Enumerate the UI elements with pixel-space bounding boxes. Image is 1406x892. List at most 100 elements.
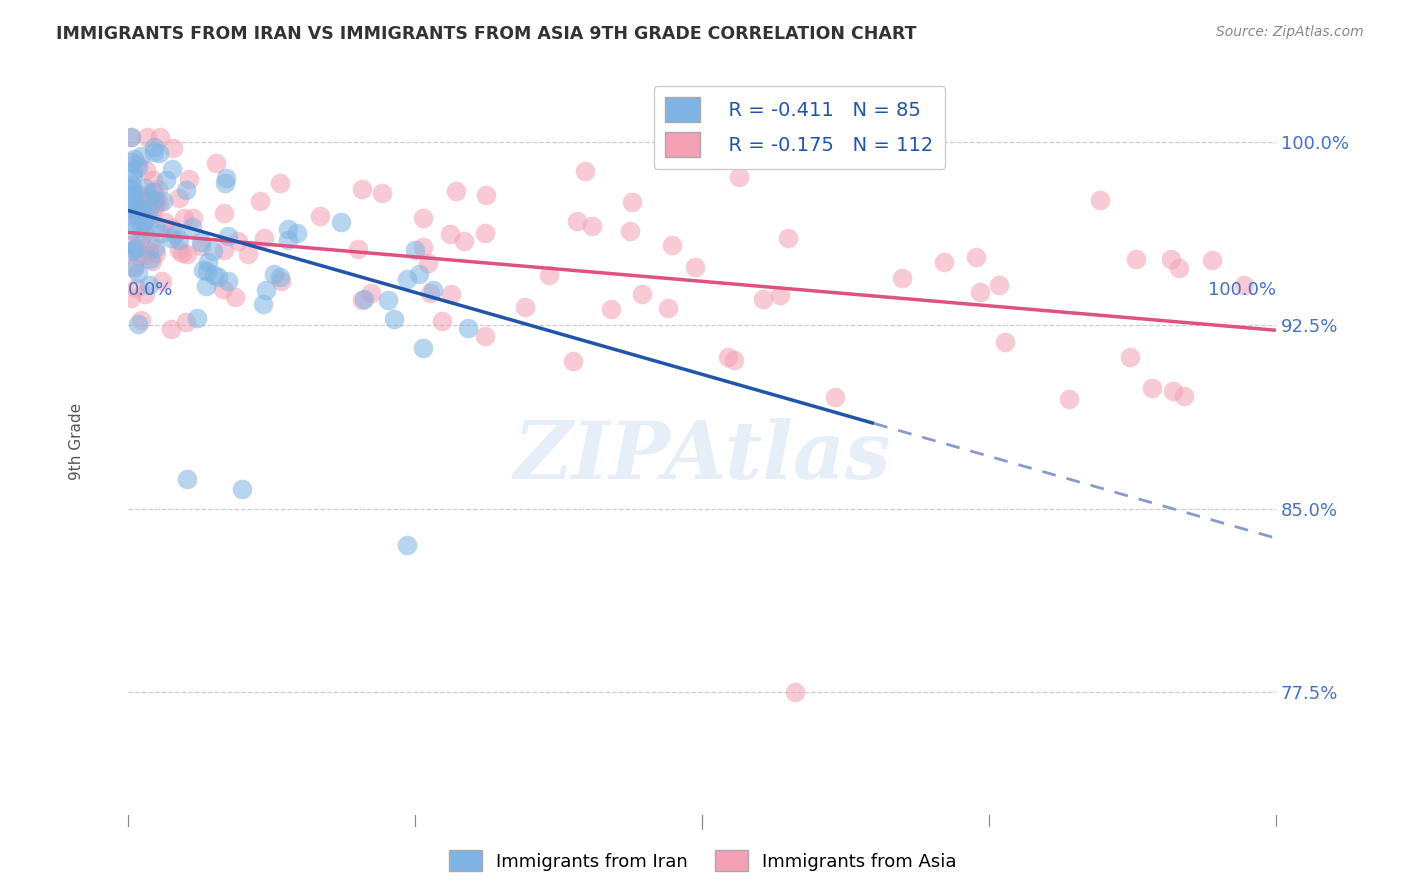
Point	[150, 274, 173, 288]
Point	[135, 248, 157, 262]
Point	[122, 169, 145, 183]
Point	[207, 270, 229, 285]
Point	[965, 250, 987, 264]
Point	[263, 267, 285, 281]
Point	[148, 195, 170, 210]
Point	[155, 173, 177, 187]
Point	[121, 178, 143, 192]
Point	[125, 241, 148, 255]
Point	[581, 219, 603, 233]
Point	[404, 243, 426, 257]
Point	[574, 163, 596, 178]
Point	[129, 188, 152, 202]
Point	[994, 335, 1017, 350]
Point	[346, 242, 368, 256]
Point	[352, 293, 374, 307]
Point	[214, 176, 236, 190]
Point	[202, 244, 225, 259]
Point	[212, 243, 235, 257]
Point	[330, 215, 353, 229]
Point	[145, 194, 167, 209]
Point	[728, 170, 751, 185]
Point	[142, 200, 165, 214]
Point	[352, 182, 374, 196]
Point	[253, 231, 276, 245]
Point	[661, 238, 683, 252]
Point	[277, 222, 299, 236]
Point	[132, 203, 155, 218]
Point	[474, 329, 496, 343]
Point	[174, 183, 197, 197]
Point	[419, 285, 441, 300]
Point	[120, 154, 142, 169]
Point	[176, 246, 198, 260]
Point	[395, 539, 418, 553]
Point	[129, 219, 152, 234]
Point	[173, 211, 195, 226]
Point	[165, 227, 187, 241]
Point	[120, 130, 142, 145]
Point	[1088, 193, 1111, 207]
Point	[446, 184, 468, 198]
Point	[129, 149, 152, 163]
Point	[217, 229, 239, 244]
Point	[160, 221, 183, 235]
Point	[128, 201, 150, 215]
Point	[723, 353, 745, 368]
Point	[138, 190, 160, 204]
Text: 0.0%: 0.0%	[128, 281, 173, 299]
Point	[159, 322, 181, 336]
Point	[125, 187, 148, 202]
Point	[969, 285, 991, 299]
Point	[277, 233, 299, 247]
Point	[214, 206, 236, 220]
Point	[408, 267, 430, 281]
Point	[120, 291, 142, 305]
Point	[136, 130, 159, 145]
Point	[152, 194, 174, 209]
Point	[149, 226, 172, 240]
Point	[353, 292, 375, 306]
Point	[167, 233, 190, 247]
Point	[202, 268, 225, 282]
Point	[567, 214, 589, 228]
Point	[776, 231, 799, 245]
Point	[124, 202, 146, 216]
Point	[138, 203, 160, 218]
Point	[190, 235, 212, 249]
Point	[190, 239, 212, 253]
Point	[135, 194, 157, 209]
Point	[135, 163, 157, 178]
Point	[439, 227, 461, 241]
Point	[717, 350, 740, 364]
Point	[174, 315, 197, 329]
Point	[143, 219, 166, 234]
Point	[1201, 252, 1223, 267]
Point	[120, 189, 142, 203]
Point	[412, 211, 434, 225]
Point	[1233, 277, 1256, 292]
Point	[1161, 384, 1184, 399]
Point	[132, 226, 155, 240]
Point	[120, 182, 142, 196]
Point	[631, 286, 654, 301]
Point	[120, 182, 142, 196]
Point	[160, 161, 183, 176]
Point	[474, 226, 496, 240]
Point	[249, 194, 271, 209]
Point	[141, 253, 163, 268]
Point	[515, 300, 537, 314]
Point	[176, 473, 198, 487]
Point	[412, 240, 434, 254]
Point	[769, 288, 792, 302]
Point	[453, 234, 475, 248]
Point	[177, 172, 200, 186]
Point	[127, 157, 149, 171]
Point	[422, 283, 444, 297]
Point	[285, 226, 308, 240]
Point	[416, 256, 439, 270]
Point	[139, 234, 162, 248]
Point	[1173, 389, 1195, 403]
Point	[129, 313, 152, 327]
Point	[120, 203, 142, 218]
